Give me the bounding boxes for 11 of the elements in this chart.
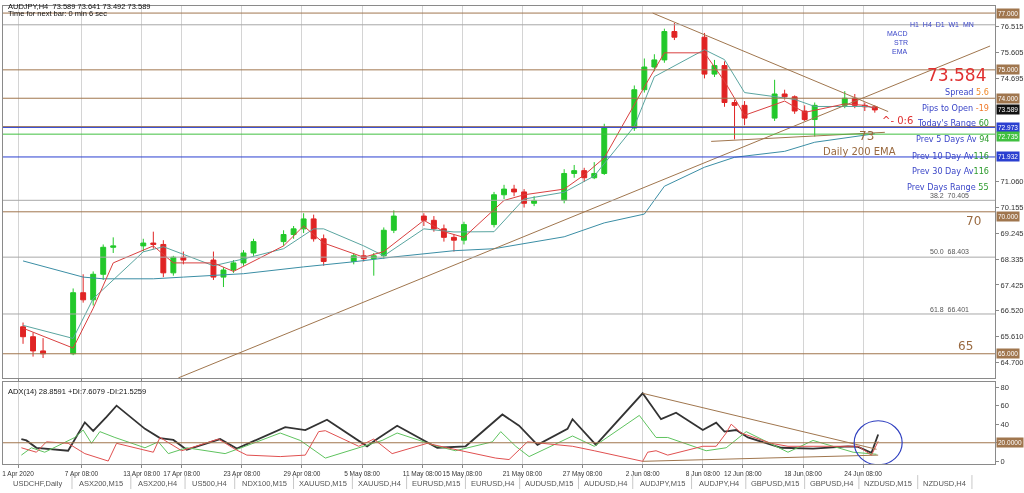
annotation: Daily 200 EMA	[823, 146, 896, 157]
annotation: Today's Range 60	[917, 118, 989, 128]
annotation: 73.584	[927, 65, 987, 85]
annotation: Prev 5 Days Av 94	[916, 134, 990, 144]
annotation: Prev 30 Day Av116	[912, 166, 989, 176]
annotation: Pips to Open -19	[922, 103, 989, 113]
annotation: 70	[966, 214, 982, 228]
annotation: ^- 0:6	[882, 115, 914, 126]
annotation: Spread 5.6	[945, 87, 989, 97]
annotation: Prev Days Range 55	[907, 182, 989, 192]
annotation: 65	[958, 339, 974, 353]
